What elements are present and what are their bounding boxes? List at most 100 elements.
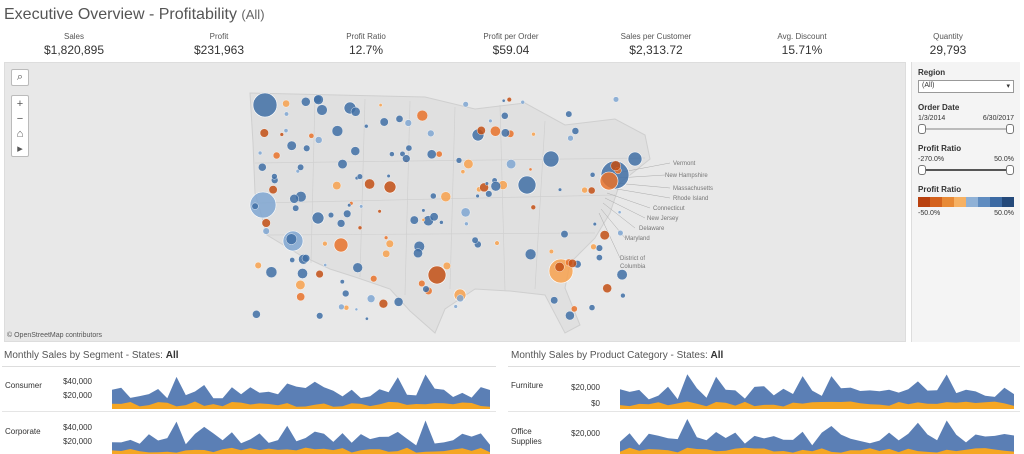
region-select[interactable]: (All) ▾ xyxy=(918,80,1014,93)
map-bubble[interactable] xyxy=(567,135,574,142)
map-bubble[interactable] xyxy=(356,173,363,180)
map-bubble[interactable] xyxy=(268,185,278,195)
map-bubble[interactable] xyxy=(558,187,563,192)
map-bubble[interactable] xyxy=(589,172,596,178)
map-bubble[interactable] xyxy=(378,103,383,107)
map-bubble[interactable] xyxy=(462,101,469,108)
map-bubble[interactable] xyxy=(616,269,628,281)
map-bubble[interactable] xyxy=(343,209,352,218)
map-bubble[interactable] xyxy=(402,154,411,163)
map-bubble[interactable] xyxy=(528,167,533,172)
map-bubble[interactable] xyxy=(383,180,397,194)
map-bubble[interactable] xyxy=(413,248,423,258)
furniture-area-chart[interactable] xyxy=(620,369,1014,411)
map-bubble[interactable] xyxy=(261,218,271,228)
map-bubble[interactable] xyxy=(581,186,588,194)
map-bubble[interactable] xyxy=(548,248,554,254)
map-bubble[interactable] xyxy=(405,144,413,152)
map-bubble[interactable] xyxy=(501,98,506,103)
consumer-area-chart[interactable] xyxy=(112,369,490,411)
corporate-area-chart[interactable] xyxy=(112,415,490,454)
map-bubble[interactable] xyxy=(602,283,612,294)
map-bubble[interactable] xyxy=(565,110,573,118)
map-bubble[interactable] xyxy=(453,304,458,309)
map-bubble[interactable] xyxy=(588,304,596,311)
map-bubble[interactable] xyxy=(322,241,328,247)
map-bubble[interactable] xyxy=(409,215,419,225)
map-bubble[interactable] xyxy=(284,111,289,117)
map-bubble[interactable] xyxy=(331,125,344,137)
map-bubble[interactable] xyxy=(271,173,278,180)
map-bubble[interactable] xyxy=(488,118,493,123)
map-bubble[interactable] xyxy=(384,235,389,240)
map-bubble[interactable] xyxy=(430,192,437,200)
map-bubble[interactable] xyxy=(531,131,536,137)
map-bubble[interactable] xyxy=(494,240,500,246)
map-bubble[interactable] xyxy=(315,270,324,279)
map-bubble[interactable] xyxy=(421,218,426,222)
map-bubble[interactable] xyxy=(422,285,430,293)
map-bubble[interactable] xyxy=(364,178,375,190)
order-date-min-handle[interactable] xyxy=(918,124,926,134)
map-bubble[interactable] xyxy=(389,151,395,157)
map-bubble[interactable] xyxy=(342,289,350,298)
map-bubble[interactable] xyxy=(265,266,278,278)
map-bubble[interactable] xyxy=(617,210,622,214)
map-bubble[interactable] xyxy=(476,126,486,135)
map-bubble[interactable] xyxy=(377,209,382,214)
map-bubble[interactable] xyxy=(283,128,289,133)
map-bubble[interactable] xyxy=(347,203,352,208)
map-bubble[interactable] xyxy=(279,132,284,137)
map-bubble[interactable] xyxy=(613,96,620,103)
map-bubble[interactable] xyxy=(520,100,525,105)
map-bubble[interactable] xyxy=(339,279,345,285)
map-bubble[interactable] xyxy=(343,304,350,311)
map-bubbles[interactable] xyxy=(249,92,643,321)
map-bubble[interactable] xyxy=(297,268,308,279)
map-bubble[interactable] xyxy=(588,186,596,195)
map-bubble[interactable] xyxy=(460,207,471,218)
map-bubble[interactable] xyxy=(404,119,412,127)
map-bubble[interactable] xyxy=(295,169,300,174)
map-bubble[interactable] xyxy=(435,150,443,158)
home-icon[interactable]: ⌂ xyxy=(16,127,24,140)
map-bubble[interactable] xyxy=(352,262,363,273)
map-bubble[interactable] xyxy=(399,151,406,157)
map-bubble[interactable] xyxy=(568,258,577,268)
map-bubble[interactable] xyxy=(490,181,501,192)
category-row-office-supplies[interactable]: Office Supplies $20,000 xyxy=(508,413,1020,454)
map-bubble[interactable] xyxy=(460,169,466,174)
map-bubble[interactable] xyxy=(530,204,536,210)
map-bubble[interactable] xyxy=(332,181,342,191)
map-bubble[interactable] xyxy=(506,97,512,103)
map-bubble[interactable] xyxy=(517,175,537,195)
map-bubble[interactable] xyxy=(313,94,324,105)
map-bubble[interactable] xyxy=(550,296,559,305)
map-bubble[interactable] xyxy=(337,219,346,228)
map-bubble[interactable] xyxy=(262,227,270,235)
map-bubble[interactable] xyxy=(617,229,624,236)
map-bubble[interactable] xyxy=(418,279,426,287)
map-bubble[interactable] xyxy=(252,92,278,118)
segment-row-corporate[interactable]: Corporate $40,000 $20,000 xyxy=(2,413,496,454)
map-bubble[interactable] xyxy=(367,294,376,303)
map-bubble[interactable] xyxy=(286,140,297,151)
map-bubble[interactable] xyxy=(484,181,489,186)
map-bubble[interactable] xyxy=(350,146,360,156)
map-bubble[interactable] xyxy=(595,244,603,252)
map-bubble[interactable] xyxy=(379,117,389,127)
map-bubble[interactable] xyxy=(440,191,451,202)
map-bubble[interactable] xyxy=(571,127,580,135)
map-bubble[interactable] xyxy=(524,248,537,260)
profit-ratio-slider[interactable] xyxy=(918,165,1014,175)
order-date-max-handle[interactable] xyxy=(1006,124,1014,134)
zoom-in-icon[interactable]: + xyxy=(16,97,24,110)
map-bubble[interactable] xyxy=(323,263,328,267)
map-bubble[interactable] xyxy=(554,262,565,272)
map-bubble[interactable] xyxy=(301,254,311,263)
map-bubble[interactable] xyxy=(316,312,324,320)
map-bubble[interactable] xyxy=(292,204,300,212)
map-bubble[interactable] xyxy=(610,160,621,172)
map-bubble[interactable] xyxy=(439,220,444,225)
search-icon[interactable]: ⌕ xyxy=(16,71,24,83)
